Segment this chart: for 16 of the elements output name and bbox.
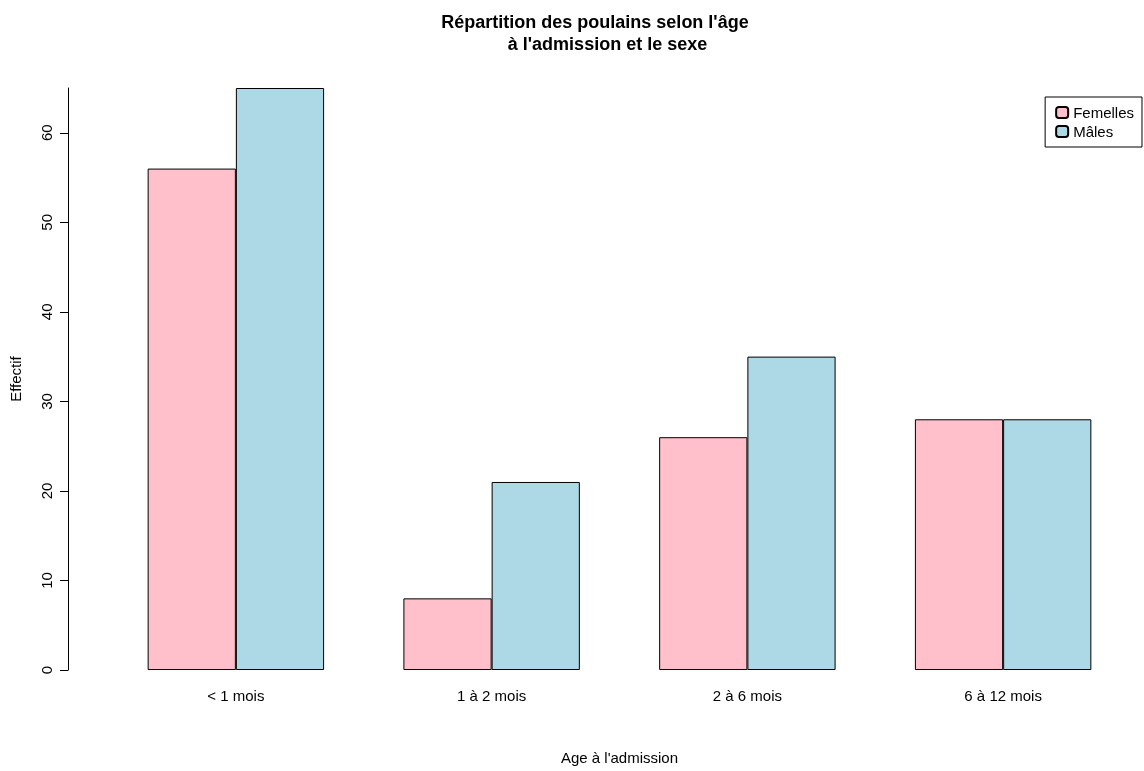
x-tick-label: 2 à 6 mois	[712, 687, 782, 704]
y-tick-label: 20	[38, 482, 55, 500]
y-tick-label: 40	[38, 303, 55, 321]
legend-label: Mâles	[1073, 123, 1114, 140]
y-tick-label: 0	[38, 665, 55, 675]
y-tick-label: 30	[38, 393, 55, 410]
y-axis-title: Effectif	[7, 355, 24, 402]
chart-title: Répartition des poulains selon l'âge à l'admission et le sexe	[441, 12, 749, 54]
x-axis-title: Age à l'admission	[560, 749, 679, 766]
x-tick-label: < 1 mois	[207, 687, 265, 704]
x-tick-label: 6 à 12 mois	[964, 687, 1042, 704]
y-tick-label: 60	[38, 124, 55, 142]
legend-label: Femelles	[1073, 104, 1135, 121]
y-tick-label: 10	[38, 572, 55, 589]
y-tick-label: 50	[38, 213, 55, 231]
x-tick-label: 1 à 2 mois	[457, 687, 527, 704]
